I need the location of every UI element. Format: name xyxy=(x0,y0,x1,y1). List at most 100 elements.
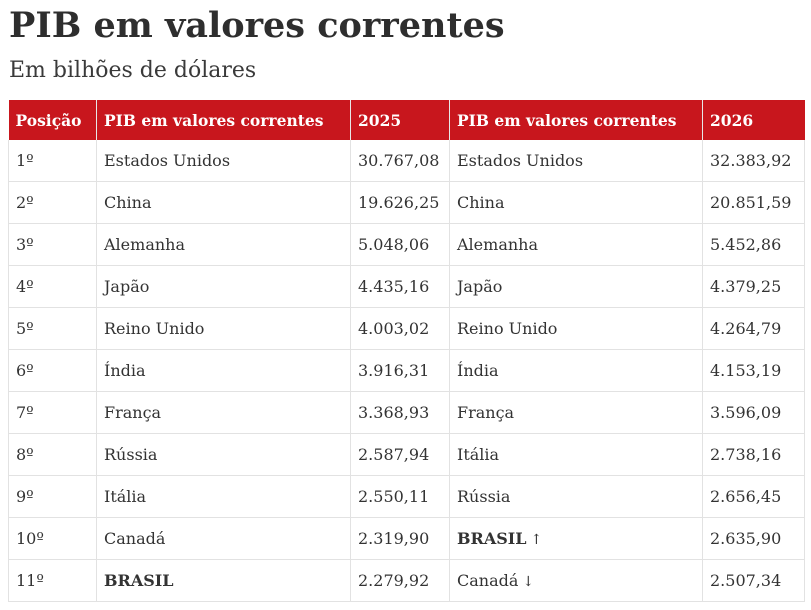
value-2025-cell-text: 2.279,92 xyxy=(358,571,430,590)
country-2025-cell: Canadá xyxy=(96,517,351,560)
value-2026-cell: 4.264,79 xyxy=(702,307,805,350)
position-cell: 3º xyxy=(8,223,97,266)
value-2025-cell: 2.319,90 xyxy=(350,517,450,560)
value-2026-cell-text: 4.379,25 xyxy=(710,277,782,296)
position-cell: 11º xyxy=(8,559,97,602)
value-2026-cell: 2.738,16 xyxy=(702,433,805,476)
position-cell-text: 3º xyxy=(16,235,34,254)
country-2026-cell: Canadá ↓ xyxy=(449,559,703,602)
position-cell-text: 7º xyxy=(16,403,34,422)
value-2026-cell: 4.153,19 xyxy=(702,349,805,392)
country-2025-cell: BRASIL xyxy=(96,559,351,602)
position-cell: 10º xyxy=(8,517,97,560)
value-2025-cell: 2.587,94 xyxy=(350,433,450,476)
table-row: 4º Japão 4.435,16 Japão 4.379,25 xyxy=(8,265,805,308)
value-2025-cell-text: 30.767,08 xyxy=(358,151,440,170)
value-2025-cell: 2.550,11 xyxy=(350,475,450,518)
position-cell: 8º xyxy=(8,433,97,476)
country-2026-cell: Japão xyxy=(449,265,703,308)
value-2025-cell-text: 2.550,11 xyxy=(358,487,430,506)
value-2026-cell-text: 32.383,92 xyxy=(710,151,792,170)
country-2026-cell: Rússia xyxy=(449,475,703,518)
country-2025-cell: Itália xyxy=(96,475,351,518)
country-2026-cell-text: China xyxy=(457,193,505,212)
country-2026-cell-text: Índia xyxy=(457,361,499,380)
table-row: 5º Reino Unido 4.003,02 Reino Unido 4.264,79 xyxy=(8,307,805,350)
table-row: 10º Canadá 2.319,90 BRASIL ↑ 2.635,90 xyxy=(8,517,805,560)
value-2026-cell-text: 3.596,09 xyxy=(710,403,782,422)
value-2025-cell: 19.626,25 xyxy=(350,181,450,224)
value-2026-cell: 4.379,25 xyxy=(702,265,805,308)
position-cell-text: 4º xyxy=(16,277,34,296)
country-2026-cell: Índia xyxy=(449,349,703,392)
country-2026-cell: França xyxy=(449,391,703,434)
position-cell-text: 11º xyxy=(16,571,44,590)
value-2026-cell: 3.596,09 xyxy=(702,391,805,434)
table-header: Posição PIB em valores correntes 2025 PI… xyxy=(8,100,805,140)
country-2025-cell-text: França xyxy=(104,403,162,422)
value-2026-cell-text: 20.851,59 xyxy=(710,193,792,212)
table-row: 6º Índia 3.916,31 Índia 4.153,19 xyxy=(8,349,805,392)
page-subtitle: Em bilhões de dólares xyxy=(9,58,257,83)
country-2025-cell: Reino Unido xyxy=(96,307,351,350)
position-cell-text: 5º xyxy=(16,319,34,338)
value-2025-cell: 4.435,16 xyxy=(350,265,450,308)
country-2026-cell-text: Canadá xyxy=(457,571,519,590)
arrow-up-icon: ↑ xyxy=(530,532,543,548)
value-2026-cell: 2.656,45 xyxy=(702,475,805,518)
table-row: 1º Estados Unidos 30.767,08 Estados Unidos 3… xyxy=(8,140,805,182)
value-2025-cell-text: 4.003,02 xyxy=(358,319,430,338)
value-2025-cell: 2.279,92 xyxy=(350,559,450,602)
value-2025-cell-text: 2.587,94 xyxy=(358,445,430,464)
header-year-2026: 2026 xyxy=(702,100,805,140)
table-row: 9º Itália 2.550,11 Rússia 2.656,45 xyxy=(8,475,805,518)
value-2025-cell: 4.003,02 xyxy=(350,307,450,350)
position-cell: 5º xyxy=(8,307,97,350)
country-2025-cell: Alemanha xyxy=(96,223,351,266)
position-cell-text: 9º xyxy=(16,487,34,506)
table-row: 8º Rússia 2.587,94 Itália 2.738,16 xyxy=(8,433,805,476)
country-2026-cell-text: Reino Unido xyxy=(457,319,558,338)
country-2026-cell: BRASIL ↑ xyxy=(449,517,703,560)
position-cell: 6º xyxy=(8,349,97,392)
table-body: 1º Estados Unidos 30.767,08 Estados Unidos 3… xyxy=(8,140,805,602)
value-2026-cell-text: 4.153,19 xyxy=(710,361,782,380)
country-2026-cell-text: BRASIL xyxy=(457,529,527,548)
country-2025-cell: Rússia xyxy=(96,433,351,476)
value-2026-cell: 5.452,86 xyxy=(702,223,805,266)
country-2025-cell-text: Reino Unido xyxy=(104,319,205,338)
value-2026-cell-text: 2.635,90 xyxy=(710,529,782,548)
value-2026-cell: 2.507,34 xyxy=(702,559,805,602)
table-row: 7º França 3.368,93 França 3.596,09 xyxy=(8,391,805,434)
country-2025-cell: China xyxy=(96,181,351,224)
value-2025-cell-text: 5.048,06 xyxy=(358,235,430,254)
value-2026-cell-text: 5.452,86 xyxy=(710,235,782,254)
country-2026-cell: Reino Unido xyxy=(449,307,703,350)
country-2026-cell-text: Rússia xyxy=(457,487,511,506)
country-2025-cell: Japão xyxy=(96,265,351,308)
header-country-2025: PIB em valores correntes xyxy=(96,100,351,140)
value-2025-cell-text: 2.319,90 xyxy=(358,529,430,548)
value-2026-cell-text: 2.738,16 xyxy=(710,445,782,464)
value-2025-cell-text: 19.626,25 xyxy=(358,193,440,212)
value-2025-cell: 5.048,06 xyxy=(350,223,450,266)
country-2025-cell-text: Alemanha xyxy=(104,235,185,254)
value-2025-cell: 30.767,08 xyxy=(350,140,450,182)
country-2025-cell-text: Estados Unidos xyxy=(104,151,231,170)
country-2026-cell-text: Itália xyxy=(457,445,500,464)
position-cell-text: 8º xyxy=(16,445,34,464)
position-cell: 9º xyxy=(8,475,97,518)
position-cell-text: 6º xyxy=(16,361,34,380)
country-2025-cell-text: Índia xyxy=(104,361,146,380)
value-2025-cell-text: 4.435,16 xyxy=(358,277,430,296)
header-year-2025: 2025 xyxy=(350,100,450,140)
country-2026-cell-text: Estados Unidos xyxy=(457,151,584,170)
position-cell: 4º xyxy=(8,265,97,308)
country-2025-cell-text: Itália xyxy=(104,487,147,506)
position-cell-text: 2º xyxy=(16,193,34,212)
table-row: 3º Alemanha 5.048,06 Alemanha 5.452,86 xyxy=(8,223,805,266)
country-2025-cell-text: China xyxy=(104,193,152,212)
country-2025-cell: França xyxy=(96,391,351,434)
arrow-down-icon: ↓ xyxy=(522,574,535,590)
value-2026-cell: 20.851,59 xyxy=(702,181,805,224)
